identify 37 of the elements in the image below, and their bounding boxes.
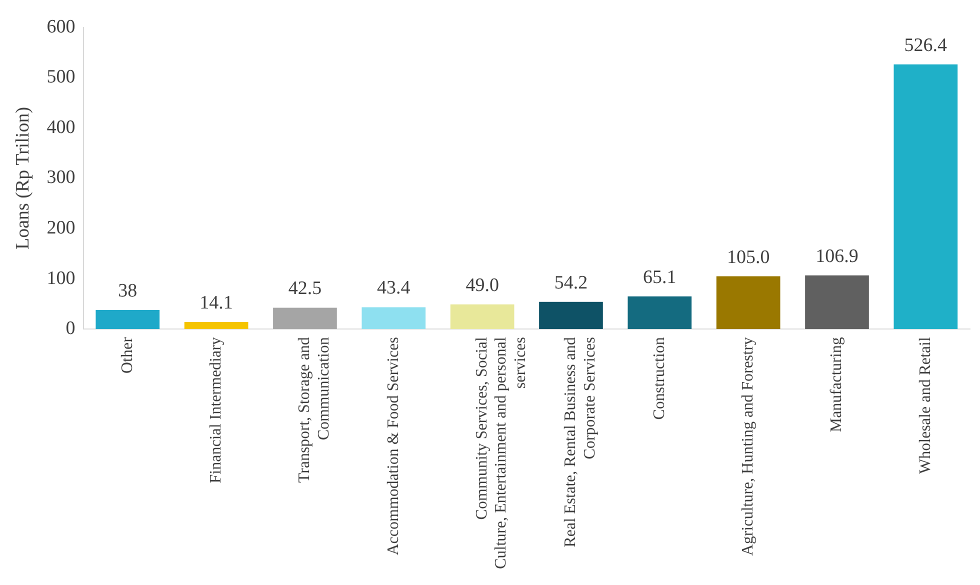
y-axis-title: Loans (Rp Trilion) (12, 106, 34, 250)
data-label: 49.0 (466, 274, 499, 296)
data-label: 526.4 (904, 34, 948, 56)
data-label: 106.9 (816, 246, 858, 267)
bar (450, 304, 514, 330)
y-tick-label: 600 (46, 16, 76, 38)
data-label: 38 (118, 280, 138, 302)
y-tick-label: 100 (46, 268, 76, 289)
bar (362, 307, 426, 330)
y-tick-label: 200 (46, 218, 76, 238)
data-label: 42.5 (288, 278, 322, 300)
y-tick-label: 500 (46, 66, 76, 88)
bar (184, 322, 248, 330)
x-tick-label: Agriculture, Hunting and Forestry (740, 337, 757, 556)
x-tick-label: Community Services, Social Culture, Entertainment and personal services (474, 336, 529, 570)
data-label: 65.1 (643, 266, 676, 288)
bar (805, 275, 869, 330)
x-tick-label: Construction (650, 337, 668, 420)
bar (273, 308, 337, 330)
x-tick-label: Financial Intermediary (208, 337, 225, 484)
y-tick-label: 0 (66, 318, 76, 340)
x-tick-label: Transport, Storage and Communication (296, 337, 332, 483)
data-label: 54.2 (554, 272, 588, 294)
data-label: 14.1 (200, 292, 233, 314)
bar (894, 64, 958, 330)
bar (716, 276, 780, 330)
data-label: 43.4 (377, 278, 411, 299)
x-tick-label: Wholesale and Retail (916, 336, 934, 474)
y-tick-label: 400 (46, 116, 76, 138)
data-label: 105.0 (726, 246, 770, 268)
x-tick-label: Accommodation & Food Services (384, 337, 402, 556)
x-tick-label: Manufacturing (828, 337, 846, 432)
x-tick-label: Other (118, 336, 136, 374)
bar (539, 302, 603, 330)
y-tick-label: 300 (46, 167, 76, 188)
bar (628, 296, 692, 330)
bar (96, 310, 160, 330)
